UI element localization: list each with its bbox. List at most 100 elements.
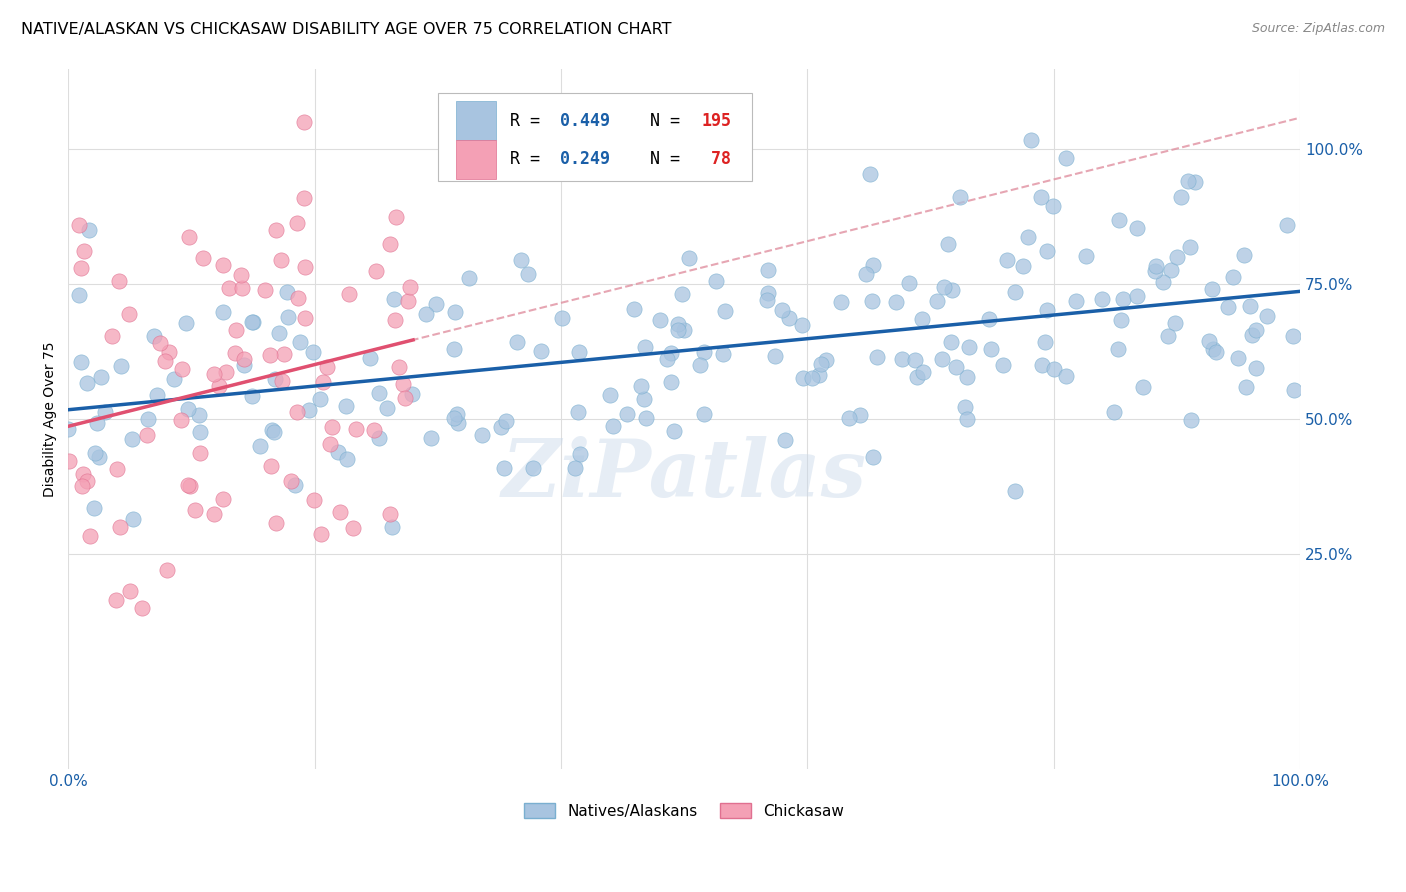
Point xyxy=(623,302,645,317)
Point xyxy=(415,307,437,321)
Point xyxy=(633,392,655,406)
Point xyxy=(1216,300,1239,314)
Point xyxy=(444,304,467,318)
Point xyxy=(375,401,398,416)
Point xyxy=(326,445,349,459)
Point xyxy=(979,311,1001,326)
Text: R =: R = xyxy=(510,112,550,129)
Point xyxy=(70,479,93,493)
Point xyxy=(231,281,253,295)
Point xyxy=(342,521,364,535)
Point xyxy=(1166,250,1188,264)
Point xyxy=(509,252,531,267)
Point xyxy=(384,313,406,327)
Point xyxy=(249,439,271,453)
Point xyxy=(287,291,309,305)
Point xyxy=(956,370,979,384)
Point xyxy=(763,349,786,363)
Point xyxy=(671,287,693,301)
Text: N =: N = xyxy=(630,112,690,129)
Point xyxy=(292,115,315,129)
Point xyxy=(336,451,359,466)
Point xyxy=(1043,362,1066,376)
Point xyxy=(1019,132,1042,146)
Text: 0.449: 0.449 xyxy=(560,112,610,129)
Point xyxy=(1109,313,1132,327)
Point xyxy=(790,318,813,332)
Text: ZiPatlas: ZiPatlas xyxy=(502,436,866,514)
Point xyxy=(1029,190,1052,204)
Point xyxy=(176,316,198,330)
Point xyxy=(1177,174,1199,188)
Point xyxy=(212,305,235,319)
Point xyxy=(285,216,308,230)
Point xyxy=(443,342,465,356)
Point xyxy=(955,400,977,414)
Point xyxy=(1035,244,1057,259)
Point xyxy=(941,283,963,297)
Point xyxy=(76,474,98,488)
Point xyxy=(792,370,814,384)
Point xyxy=(1004,483,1026,498)
Point xyxy=(866,350,889,364)
Point xyxy=(492,461,515,475)
Point xyxy=(773,433,796,447)
Point xyxy=(188,408,211,422)
Point xyxy=(1108,213,1130,227)
Point xyxy=(668,318,690,332)
Point xyxy=(72,467,94,481)
Point xyxy=(294,311,316,326)
Point xyxy=(941,335,963,350)
Point xyxy=(1112,292,1135,306)
Point xyxy=(394,391,416,405)
Point xyxy=(634,340,657,354)
Point xyxy=(599,388,621,402)
Point xyxy=(945,359,967,374)
Point xyxy=(280,474,302,488)
Point xyxy=(396,294,419,309)
Point xyxy=(260,458,283,473)
Point xyxy=(1126,289,1149,303)
Point xyxy=(1281,329,1303,343)
Point xyxy=(711,347,734,361)
Point xyxy=(655,352,678,367)
Point xyxy=(904,353,927,368)
Point xyxy=(309,527,332,541)
Point xyxy=(1246,361,1268,376)
Point xyxy=(1239,300,1261,314)
Point xyxy=(860,294,883,309)
Legend: Natives/Alaskans, Chickasaw: Natives/Alaskans, Chickasaw xyxy=(519,797,851,825)
Point xyxy=(1246,323,1268,337)
Point xyxy=(155,354,177,368)
Point xyxy=(1163,316,1185,330)
Point xyxy=(770,303,793,318)
Point xyxy=(1036,302,1059,317)
Point xyxy=(1234,380,1257,394)
Point xyxy=(193,251,215,265)
Point xyxy=(1184,175,1206,189)
Point xyxy=(149,335,172,350)
Point xyxy=(957,340,980,354)
Point xyxy=(380,507,402,521)
Point xyxy=(94,405,117,419)
Point xyxy=(319,436,342,450)
Point xyxy=(648,313,671,327)
Point xyxy=(934,280,956,294)
Point xyxy=(108,520,131,534)
Point xyxy=(254,283,277,297)
Point xyxy=(1201,282,1223,296)
Point xyxy=(506,334,529,349)
Point xyxy=(73,244,96,258)
Point xyxy=(368,431,391,445)
Point xyxy=(215,365,238,379)
Point xyxy=(1202,343,1225,357)
Point xyxy=(242,315,264,329)
Point xyxy=(211,492,233,507)
Point xyxy=(157,345,180,359)
Point xyxy=(815,353,838,368)
Point xyxy=(980,342,1002,356)
Point xyxy=(284,478,307,492)
Point xyxy=(891,352,914,367)
Point xyxy=(995,253,1018,268)
Point xyxy=(830,295,852,310)
